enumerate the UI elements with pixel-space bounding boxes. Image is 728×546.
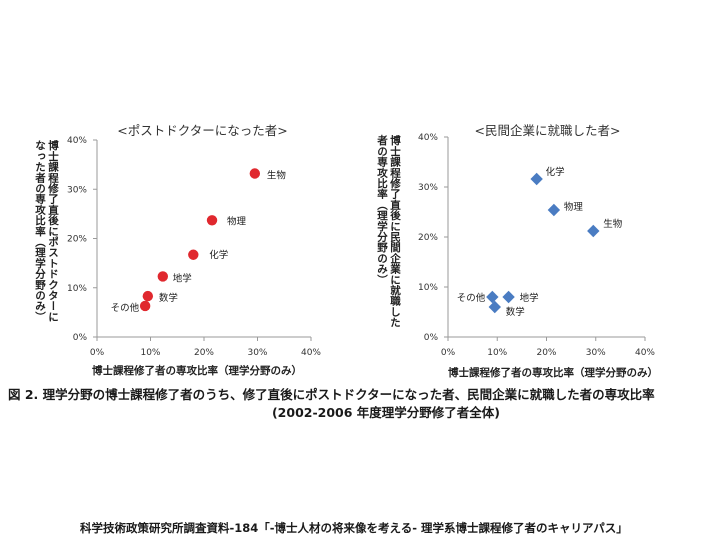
left-chart-ylabel: 博士課程修了直後にポストドクターに なった者の専攻比率（理学分野のみ） [34, 140, 59, 322]
data-point-label: 化学 [546, 166, 565, 178]
y-tick-label: 40% [67, 136, 87, 146]
data-point [188, 249, 199, 260]
data-point-label: 物理 [564, 201, 584, 213]
x-tick-label: 10% [140, 348, 160, 358]
x-tick-label: 40% [635, 348, 655, 358]
data-point-label: 数学 [506, 306, 525, 318]
x-tick-label: 20% [194, 348, 214, 358]
data-point [547, 203, 561, 217]
x-tick-label: 30% [586, 348, 606, 358]
data-point [249, 168, 261, 179]
data-point-label: 生物 [603, 218, 623, 230]
data-point-label: その他 [111, 302, 140, 314]
data-point [530, 172, 543, 186]
data-point-label: 地学 [173, 272, 192, 284]
x-tick-label: 10% [487, 348, 507, 358]
right-chart-ylabel: 博士課程修了直後に民間企業に就職した 者の専攻比率（理学分野のみ） [376, 135, 401, 328]
figure-caption: 図 2. 理学分野の博士課程修了者のうち、修了直後にポストドクターになった者、民… [8, 386, 724, 422]
data-point [587, 224, 600, 238]
source-note: 科学技術政策研究所調査資料-184「-博士人材の将来像を考える- 理学系博士課程… [80, 521, 628, 535]
data-point-label: 生物 [267, 169, 287, 181]
y-tick-label: 20% [418, 233, 438, 243]
plots-svg: 0%10%20%30%40%0% 10% 20% 30% 40%生物物理化学地学数学その… [67, 133, 655, 358]
y-tick-label: 0% [424, 333, 439, 343]
data-point [139, 300, 151, 312]
left-chart: 0% 10% 20% 30% 40% 0% 10% 20% 30% 40% 生物物理化学地学数学その… [67, 136, 321, 358]
y-tick-label: 40% [418, 133, 438, 143]
data-point-label: 数学 [159, 292, 178, 304]
data-point [206, 215, 218, 226]
x-tick-label: 0% [90, 348, 105, 358]
x-tick-label: 20% [536, 348, 556, 358]
left-chart-title: <ポストドクターになった者> [117, 123, 288, 138]
data-point [502, 290, 515, 304]
x-tick-label: 0% [441, 348, 456, 358]
y-tick-label: 10% [67, 284, 87, 294]
data-point [488, 300, 501, 314]
caption-line-1: 図 2. 理学分野の博士課程修了者のうち、修了直後にポストドクターになった者、民… [8, 387, 655, 402]
right-chart-title: <民間企業に就職した者> [474, 123, 621, 138]
x-tick-label: 40% [301, 348, 321, 358]
y-tick-label: 0% [73, 333, 88, 343]
right-chart-xlabel: 博士課程修了者の専攻比率（理学分野のみ） [448, 367, 658, 379]
left-chart-xlabel: 博士課程修了者の専攻比率（理学分野のみ） [92, 365, 302, 377]
y-tick-label: 30% [67, 185, 87, 195]
data-point [142, 290, 154, 302]
y-tick-label: 20% [67, 235, 87, 245]
y-tick-label: 10% [418, 283, 438, 293]
data-point [157, 271, 169, 282]
data-point-label: 物理 [227, 215, 247, 227]
data-point-label: その他 [457, 292, 486, 304]
x-tick-label: 30% [247, 348, 267, 358]
y-tick-label: 30% [418, 183, 438, 193]
data-point-label: 地学 [520, 292, 539, 304]
data-point-label: 化学 [209, 249, 228, 261]
caption-line-2: (2002-2006 年度理学分野修了者全体) [271, 405, 501, 420]
data-point [486, 290, 499, 304]
